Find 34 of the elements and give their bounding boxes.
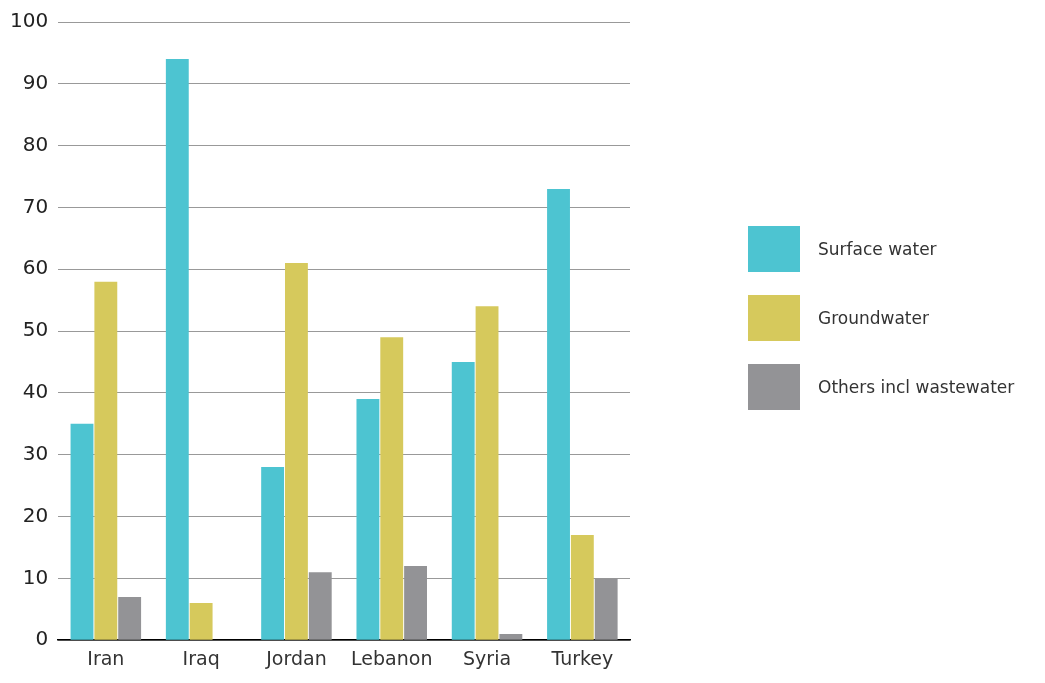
text: Groundwater: [818, 308, 929, 328]
y-tick-label: 80: [22, 131, 49, 156]
bar: [70, 423, 94, 640]
bar: [451, 362, 475, 640]
x-tick-label: Iraq: [182, 646, 220, 669]
bar: [547, 188, 570, 640]
y-tick-label: 0: [35, 626, 49, 651]
x-tick-label: Iran: [87, 646, 125, 669]
y-tick-label: 40: [22, 379, 49, 404]
y-tick-label: 70: [22, 193, 49, 218]
x-tick-label: Lebanon: [351, 646, 433, 669]
y-tick-label: 30: [22, 440, 49, 465]
bar: [499, 634, 523, 640]
x-tick-label: Jordan: [265, 646, 327, 669]
bar: [356, 399, 380, 640]
y-tick-label: 10: [22, 564, 49, 589]
bar: [261, 467, 285, 640]
bar: [570, 535, 594, 640]
y-tick-label: 100: [9, 8, 49, 33]
y-tick-label: 90: [22, 70, 49, 95]
bar: [475, 306, 499, 640]
x-tick-label: Turkey: [550, 646, 614, 669]
y-tick-label: 20: [22, 502, 49, 527]
text: Others incl wastewater: [818, 377, 1015, 397]
x-tick-label: Syria: [463, 646, 512, 669]
bar: [165, 59, 189, 640]
y-tick-label: 60: [22, 255, 49, 280]
bar: [118, 596, 142, 640]
bar: [94, 281, 118, 640]
bar: [285, 263, 308, 640]
text: Surface water: [818, 239, 937, 259]
bar: [189, 603, 213, 640]
bar: [380, 337, 404, 640]
y-tick-label: 50: [22, 317, 49, 342]
